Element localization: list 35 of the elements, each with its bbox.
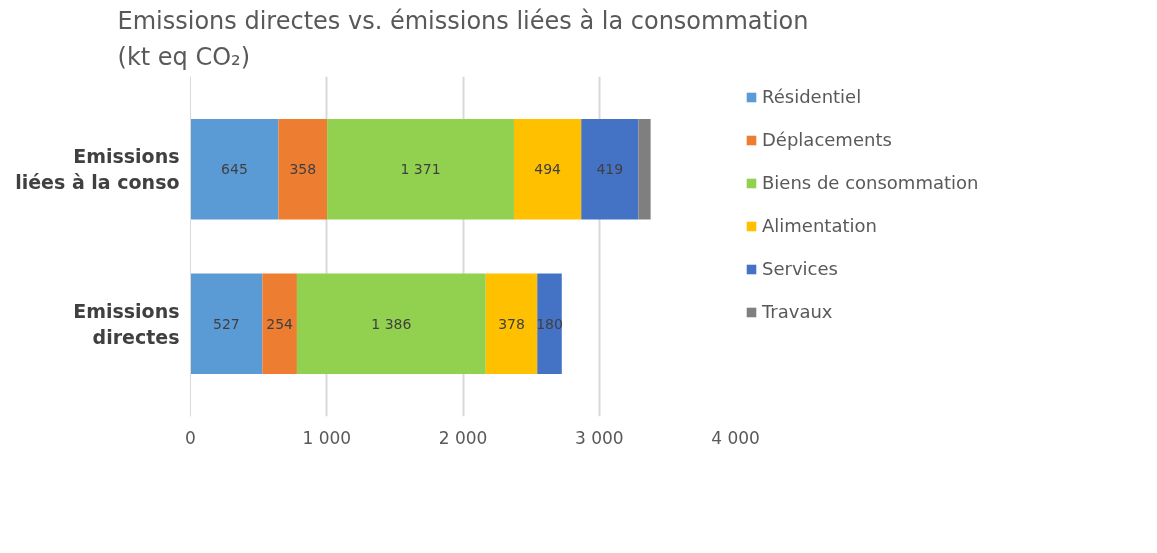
legend-label: Alimentation xyxy=(762,215,877,236)
data-label: 419 xyxy=(596,161,624,178)
bar xyxy=(296,273,486,374)
y-tick-label: Emissions directes xyxy=(73,299,180,348)
bar xyxy=(327,119,514,220)
y-tick-label: Emissions liées à la conso xyxy=(15,145,180,194)
bar xyxy=(190,273,263,374)
bar xyxy=(262,273,297,374)
x-tick-label: 2 000 xyxy=(438,427,488,448)
x-tick-label: 3 000 xyxy=(574,427,624,448)
bar xyxy=(581,119,639,220)
legend-label: Services xyxy=(762,258,838,279)
data-label: 180 xyxy=(536,315,563,332)
data-label: 254 xyxy=(266,315,294,332)
data-label: 1 386 xyxy=(371,315,412,332)
x-tick-label: 0 xyxy=(185,427,196,448)
data-label: 527 xyxy=(213,315,240,332)
data-label: 494 xyxy=(534,161,562,178)
chart-title: Emissions directes vs. émissions liées à la consommation (kt eq CO₂) xyxy=(117,7,809,72)
bar xyxy=(190,119,279,220)
data-label: 378 xyxy=(498,315,525,332)
legend-label: Résidentiel xyxy=(762,86,862,107)
x-tick-label: 4 000 xyxy=(711,427,760,448)
data-label: 645 xyxy=(221,161,248,178)
legend-label: Déplacements xyxy=(762,129,892,150)
bar xyxy=(485,273,538,374)
bar xyxy=(638,119,651,220)
legend-label: Biens de consommation xyxy=(762,172,979,193)
bar xyxy=(513,119,582,220)
x-tick-label: 1 000 xyxy=(302,427,352,448)
data-label: 1 371 xyxy=(400,161,441,178)
data-label: 358 xyxy=(289,161,317,178)
legend-label: Travaux xyxy=(762,301,833,322)
bar xyxy=(537,273,562,374)
bar xyxy=(278,119,328,220)
